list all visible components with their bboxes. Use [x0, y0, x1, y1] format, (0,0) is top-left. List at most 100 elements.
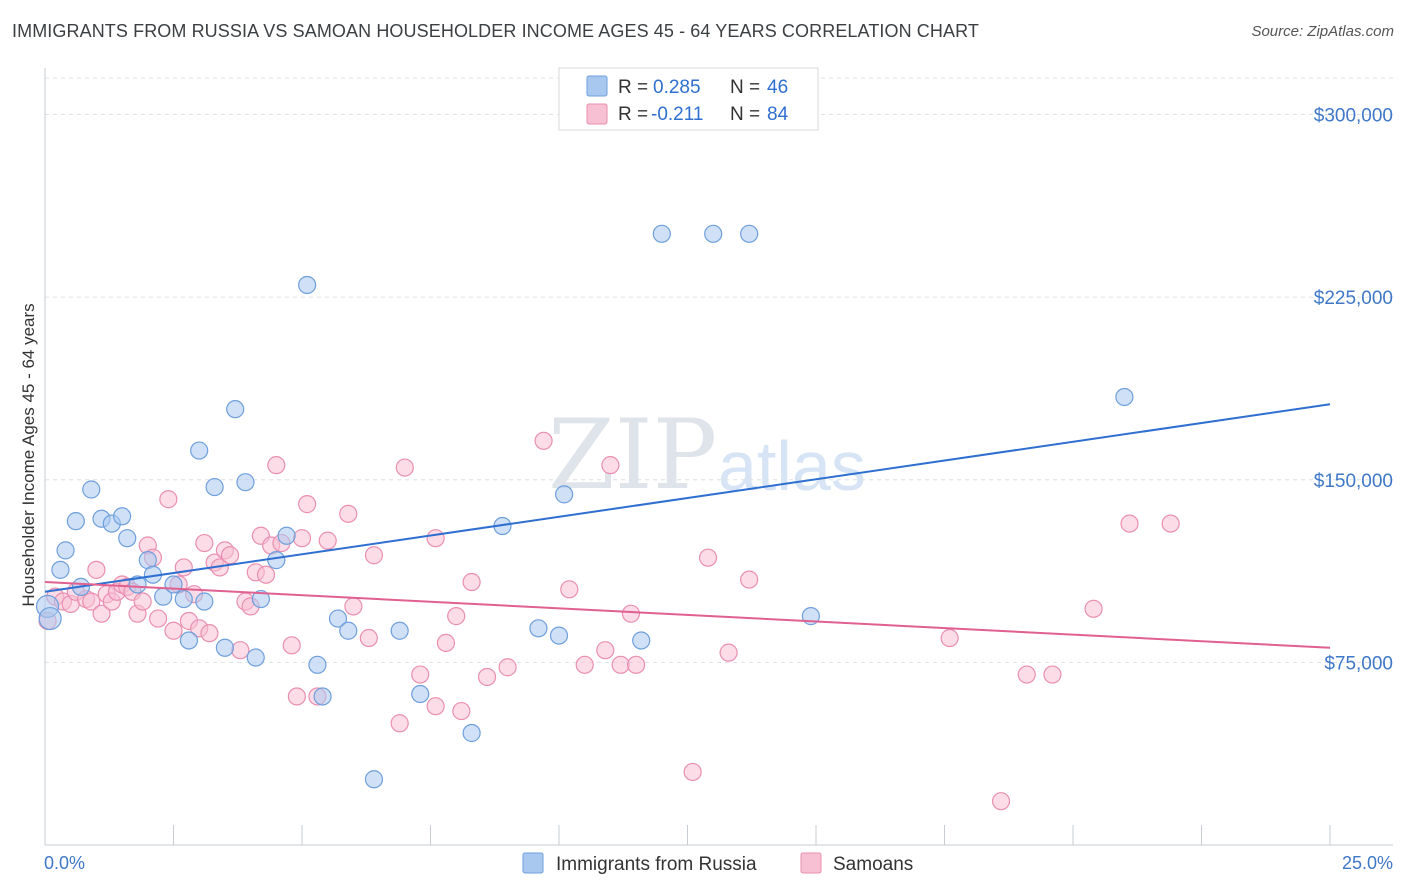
- russia-point: [704, 224, 723, 243]
- samoans-point: [92, 604, 111, 623]
- y-tick-label-0: $75,000: [1324, 653, 1393, 674]
- samoans-point: [344, 597, 363, 616]
- series-legend: Immigrants from Russia Samoans: [522, 852, 913, 875]
- russia-point: [549, 626, 569, 645]
- russia-point: [82, 480, 101, 499]
- samoans-point: [1043, 665, 1062, 684]
- samoans-point: [719, 643, 738, 662]
- samoans-point: [133, 592, 152, 611]
- samoans-point: [596, 641, 615, 660]
- russia-point: [164, 575, 183, 594]
- russia-point: [529, 619, 548, 638]
- samoans-point: [390, 714, 409, 733]
- samoans-point: [200, 624, 219, 643]
- russia-point: [128, 575, 147, 594]
- samoans-point: [1120, 514, 1139, 533]
- russia-point: [174, 589, 193, 609]
- samoans-point: [683, 762, 702, 782]
- samoans-point: [626, 655, 646, 674]
- russia-point: [226, 400, 245, 419]
- samoans-point: [159, 490, 178, 509]
- samoans-point: [82, 592, 101, 611]
- samoans-point: [148, 609, 168, 628]
- samoans-point: [498, 658, 517, 677]
- y-tick-label-3: $300,000: [1314, 106, 1393, 127]
- samoans-point: [1161, 514, 1180, 533]
- russia-point: [328, 609, 348, 628]
- russia-trend-line: [44, 403, 1331, 593]
- russia-point: [555, 485, 574, 504]
- russia-point: [390, 621, 409, 640]
- russia-point: [313, 687, 332, 706]
- legend-n-label-pink: N =: [730, 104, 760, 125]
- samoans-point: [698, 548, 718, 567]
- samoans-point: [447, 607, 466, 626]
- samoans-point: [575, 655, 594, 674]
- russia-point: [411, 684, 430, 704]
- legend-r-label-blue: R =: [618, 77, 648, 98]
- watermark-atlas: atlas: [718, 427, 866, 505]
- russia-point: [462, 723, 481, 743]
- samoans-point: [292, 529, 312, 548]
- russia-point: [56, 541, 75, 560]
- samoans-point: [1084, 599, 1103, 618]
- samoans-point: [267, 456, 286, 475]
- russia-point: [112, 507, 132, 526]
- samoans-point: [611, 655, 630, 674]
- legend-n-value-blue: 46: [767, 77, 788, 98]
- russia-point: [195, 592, 214, 611]
- russia-point: [277, 526, 296, 545]
- samoans-point: [395, 458, 414, 477]
- samoans-trend-line: [44, 581, 1331, 649]
- samoans-point: [991, 792, 1011, 811]
- bottom-legend-swatch-samoans: [800, 852, 822, 874]
- samoans-point: [256, 565, 276, 584]
- samoans-point: [560, 580, 579, 599]
- russia-point: [215, 638, 234, 657]
- russia-point: [308, 655, 327, 674]
- russia-point: [118, 529, 137, 548]
- samoans-point: [452, 701, 471, 721]
- y-tick-label-2: $225,000: [1314, 288, 1393, 309]
- samoans-point: [940, 628, 959, 648]
- y-tick-label-1: $150,000: [1314, 471, 1393, 492]
- samoans-point: [477, 667, 497, 687]
- samoans-point: [298, 495, 317, 514]
- samoans-point: [462, 572, 481, 592]
- russia-point: [251, 589, 270, 609]
- legend-r-label-pink: R =: [618, 104, 648, 125]
- trend-lines: [44, 403, 1331, 649]
- russia-point: [652, 224, 671, 243]
- samoans-point: [220, 546, 240, 565]
- correlation-legend: R = 0.285 N = 46 R = -0.211 N = 84: [558, 67, 819, 131]
- samoans-point: [436, 633, 456, 653]
- russia-points: [35, 224, 1134, 789]
- chart-title: IMMIGRANTS FROM RUSSIA VS SAMOAN HOUSEHO…: [12, 21, 979, 41]
- bottom-legend-swatch-russia: [522, 852, 544, 874]
- watermark-zip: ZIP: [548, 399, 717, 511]
- samoans-point: [364, 546, 384, 565]
- russia-point: [51, 560, 70, 579]
- samoans-point: [426, 697, 445, 716]
- russia-point: [339, 621, 358, 640]
- samoans-point: [411, 665, 430, 684]
- russia-point: [267, 551, 286, 570]
- russia-point: [205, 477, 224, 497]
- russia-point: [246, 648, 265, 667]
- legend-r-value-pink: -0.211: [651, 104, 703, 125]
- legend-swatch-blue: [586, 75, 608, 97]
- samoans-point: [339, 504, 358, 523]
- bottom-legend-label-samoans: Samoans: [833, 854, 913, 875]
- samoans-point: [231, 641, 250, 660]
- russia-point: [190, 441, 209, 460]
- samoans-point: [287, 687, 306, 706]
- samoans-point: [318, 531, 337, 550]
- y-axis-label: Householder Income Ages 45 - 64 years: [19, 303, 38, 606]
- legend-n-label-blue: N =: [730, 77, 760, 98]
- russia-point: [66, 512, 85, 531]
- samoans-point: [601, 456, 620, 475]
- legend-swatch-pink: [586, 103, 608, 125]
- x-tick-label-min: 0.0%: [44, 853, 85, 873]
- russia-point: [298, 275, 317, 295]
